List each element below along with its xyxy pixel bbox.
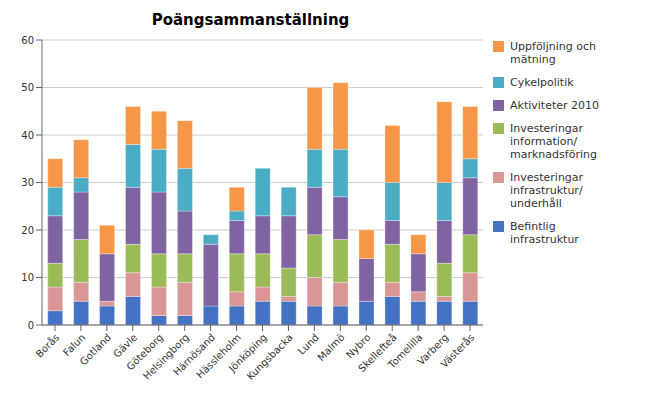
svg-text:60: 60 (21, 35, 34, 46)
svg-text:Varberg: Varberg (415, 331, 451, 368)
html-text:Uppföljning och mätning: Uppföljning och mätning (510, 40, 596, 66)
svg-text:Göteborg: Göteborg (124, 331, 166, 373)
html-text:Investeringar information/ mar: Investeringar information/ marknadsförin… (510, 122, 597, 161)
svg-text:50: 50 (21, 82, 34, 93)
svg-text:40: 40 (21, 130, 34, 141)
svg-text:Kungsbacka: Kungsbacka (245, 332, 295, 382)
svg-text:Borås: Borås (33, 331, 62, 360)
svg-text:10: 10 (21, 272, 34, 283)
svg-text:Gotland: Gotland (78, 332, 114, 368)
svg-text:Västerås: Västerås (438, 331, 477, 370)
svg-text:Hässleholm: Hässleholm (194, 331, 243, 381)
svg-text:30: 30 (21, 177, 34, 188)
svg-text:Lund: Lund (295, 331, 321, 357)
svg-text:20: 20 (21, 225, 34, 236)
svg-text:0: 0 (28, 320, 34, 331)
svg-text:Gävle: Gävle (111, 331, 140, 360)
svg-text:Nybro: Nybro (343, 331, 373, 361)
html-text:Investeringar infrastruktur/ u: Investeringar infrastruktur/ underhåll (510, 171, 584, 210)
svg-text:Falun: Falun (60, 331, 88, 359)
svg-text:Tomelilla: Tomelilla (385, 332, 424, 371)
svg-text:Helsingborg: Helsingborg (141, 331, 192, 382)
html-text:Aktiviteter 2010: Aktiviteter 2010 (510, 99, 599, 112)
html-text:Befintlig infrastruktur: Befintlig infrastruktur (510, 220, 579, 246)
svg-text:Skellefteå: Skellefteå (356, 331, 399, 375)
html-text:Cykelpolitik: Cykelpolitik (510, 76, 574, 89)
svg-text:Malmö: Malmö (315, 332, 346, 363)
svg-text:Jönköping: Jönköping (226, 331, 269, 374)
svg-text:Härnösand: Härnösand (171, 331, 218, 378)
html-text:Poängsammanställning: Poängsammanställning (151, 11, 350, 29)
